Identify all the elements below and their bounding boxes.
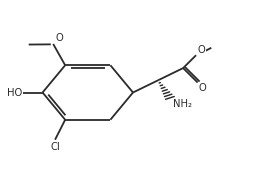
- Text: NH₂: NH₂: [173, 99, 192, 109]
- Text: O: O: [199, 83, 207, 93]
- Text: HO: HO: [7, 88, 23, 97]
- Text: O: O: [56, 33, 64, 43]
- Text: O: O: [198, 45, 205, 55]
- Text: Cl: Cl: [51, 142, 60, 152]
